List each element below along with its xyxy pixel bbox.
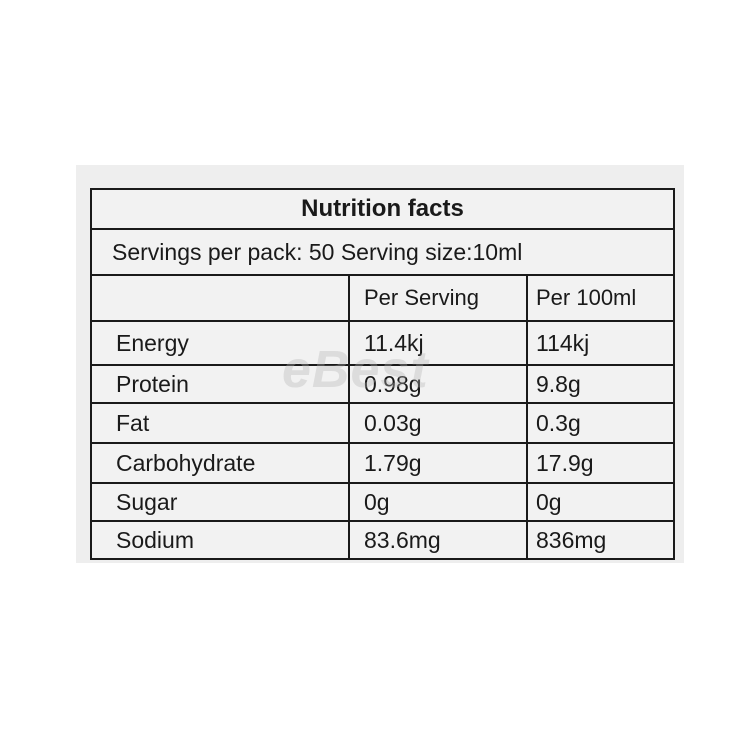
- column-header-row: Per Serving Per 100ml: [92, 276, 673, 322]
- nutrient-name: Sugar: [116, 488, 178, 515]
- per-100ml-value: 114kj: [526, 322, 673, 364]
- per-serving-value: 11.4kj: [348, 322, 526, 364]
- per-100ml-value: 0.3g: [526, 404, 673, 442]
- per-100ml-value: 0g: [526, 484, 673, 520]
- per-100ml-value: 17.9g: [526, 444, 673, 482]
- table-row: Protein 0.98g 9.8g: [92, 366, 673, 404]
- servings-info: Servings per pack: 50 Serving size:10ml: [112, 238, 523, 265]
- table-row: Carbohydrate 1.79g 17.9g: [92, 444, 673, 484]
- nutrient-name: Protein: [116, 370, 189, 397]
- table-row: Sugar 0g 0g: [92, 484, 673, 522]
- header-per-100ml: Per 100ml: [526, 276, 673, 320]
- nutrient-name: Fat: [116, 409, 150, 436]
- per-serving-value: 1.79g: [348, 444, 526, 482]
- per-serving-value: 83.6mg: [348, 522, 526, 558]
- nutrition-facts-table: Nutrition facts Servings per pack: 50 Se…: [90, 188, 675, 560]
- header-per-serving: Per Serving: [348, 276, 526, 320]
- nutrient-name: Sodium: [116, 526, 194, 553]
- nutrient-name: Energy: [116, 329, 189, 356]
- servings-row: Servings per pack: 50 Serving size:10ml: [92, 230, 673, 276]
- table-row: Energy 11.4kj 114kj: [92, 322, 673, 366]
- nutrient-name: Carbohydrate: [116, 449, 256, 476]
- per-100ml-value: 836mg: [526, 522, 673, 558]
- per-serving-value: 0.98g: [348, 366, 526, 402]
- table-row: Sodium 83.6mg 836mg: [92, 522, 673, 558]
- header-nutrient: [92, 276, 348, 320]
- title-row: Nutrition facts: [92, 190, 673, 230]
- per-serving-value: 0.03g: [348, 404, 526, 442]
- table-row: Fat 0.03g 0.3g: [92, 404, 673, 444]
- per-100ml-value: 9.8g: [526, 366, 673, 402]
- table-title: Nutrition facts: [301, 195, 464, 222]
- per-serving-value: 0g: [348, 484, 526, 520]
